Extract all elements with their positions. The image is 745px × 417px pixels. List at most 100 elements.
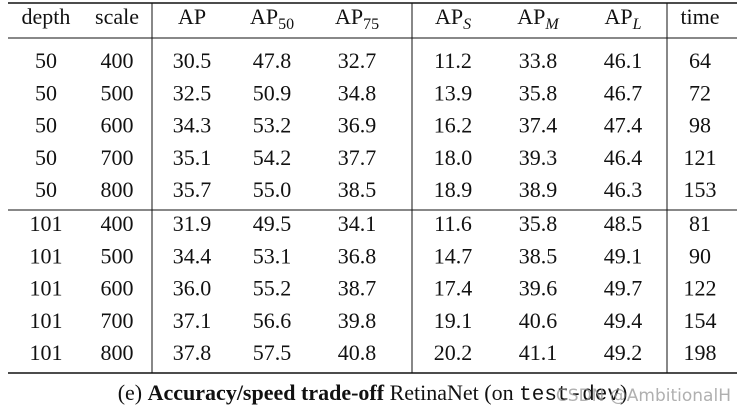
- table-cell: 11.6: [434, 211, 472, 236]
- header-sub: 75: [363, 16, 379, 33]
- header-base: AP: [335, 4, 363, 29]
- table-cell: 39.8: [338, 308, 377, 333]
- table-cell: 55.2: [253, 276, 292, 301]
- table-cell: 17.4: [434, 276, 473, 301]
- header-base: AP: [250, 4, 278, 29]
- table-cell: 500: [101, 243, 134, 268]
- table-cell: 40.8: [338, 340, 377, 365]
- table-cell: 122: [684, 276, 717, 301]
- table-cell: 198: [684, 340, 717, 365]
- table-cell: 34.4: [173, 243, 212, 268]
- caption-label: (e): [117, 380, 143, 405]
- table-cell: 800: [101, 340, 134, 365]
- header-sub: M: [544, 16, 560, 33]
- table-cell: 46.1: [604, 48, 643, 73]
- table-cell: 101: [30, 211, 63, 236]
- header-sub: S: [463, 16, 471, 33]
- table-cell: 36.0: [173, 276, 212, 301]
- caption-close: ): [619, 380, 628, 405]
- table-cell: 400: [101, 48, 134, 73]
- table-cell: 39.3: [519, 145, 558, 170]
- table-cell: 38.5: [338, 177, 377, 202]
- table-cell: 37.4: [519, 113, 558, 138]
- table-cell: 39.6: [519, 276, 558, 301]
- table-cell: 35.1: [173, 145, 212, 170]
- table-cell: 46.3: [604, 177, 643, 202]
- table-cell: 49.1: [604, 243, 643, 268]
- header-sub: 50: [278, 16, 294, 33]
- table-cell: 153: [684, 177, 717, 202]
- table-cell: 56.6: [253, 308, 292, 333]
- header-sub: L: [632, 16, 642, 33]
- table-cell: 32.5: [173, 80, 212, 105]
- table-cell: 33.8: [519, 48, 558, 73]
- table-cell: 121: [684, 145, 717, 170]
- header-cell: scale: [95, 4, 139, 29]
- table-cell: 37.8: [173, 340, 212, 365]
- table-cell: 154: [684, 308, 717, 333]
- table-cell: 49.2: [604, 340, 643, 365]
- table-cell: 98: [689, 113, 711, 138]
- header-cell: APS: [435, 4, 471, 33]
- table-cell: 700: [101, 145, 134, 170]
- table-cell: 30.5: [173, 48, 212, 73]
- table-cell: 48.5: [604, 211, 643, 236]
- table-cell: 64: [689, 48, 711, 73]
- table-cell: 34.8: [338, 80, 377, 105]
- table-cell: 600: [101, 276, 134, 301]
- table-cell: 35.7: [173, 177, 212, 202]
- table-cell: 50: [35, 80, 57, 105]
- table-cell: 37.1: [173, 308, 212, 333]
- table-cell: 81: [689, 211, 711, 236]
- table-cell: 55.0: [253, 177, 292, 202]
- header-cell: APL: [604, 4, 641, 33]
- caption: (e) Accuracy/speed trade-off RetinaNet (…: [0, 380, 745, 407]
- table-cell: 11.2: [434, 48, 472, 73]
- table-cell: 18.0: [434, 145, 473, 170]
- table-cell: 500: [101, 80, 134, 105]
- table-cell: 36.9: [338, 113, 377, 138]
- header-cell: AP75: [335, 4, 379, 33]
- table-cell: 47.8: [253, 48, 292, 73]
- table-cell: 36.8: [338, 243, 377, 268]
- watermark: CSDN @AmbitionalH: [555, 386, 731, 406]
- header-base: AP: [517, 4, 545, 29]
- caption-text: RetinaNet (on: [389, 380, 514, 405]
- table-cell: 20.2: [434, 340, 473, 365]
- table-cell: 101: [30, 276, 63, 301]
- table-cell: 40.6: [519, 308, 558, 333]
- header-cell: APM: [517, 4, 560, 33]
- table-cell: 35.8: [519, 80, 558, 105]
- table-cell: 38.7: [338, 276, 377, 301]
- table-cell: 50.9: [253, 80, 292, 105]
- table-cell: 72: [689, 80, 711, 105]
- table-cell: 800: [101, 177, 134, 202]
- header-base: AP: [435, 4, 463, 29]
- table-cell: 101: [30, 340, 63, 365]
- table-cell: 53.1: [253, 243, 292, 268]
- table-cell: 101: [30, 308, 63, 333]
- table-cell: 16.2: [434, 113, 473, 138]
- table-cell: 53.2: [253, 113, 292, 138]
- table-cell: 18.9: [434, 177, 473, 202]
- table-cell: 400: [101, 211, 134, 236]
- table-cell: 46.7: [604, 80, 643, 105]
- header-base: AP: [604, 4, 632, 29]
- table-cell: 700: [101, 308, 134, 333]
- table-cell: 54.2: [253, 145, 292, 170]
- table-cell: 38.5: [519, 243, 558, 268]
- table-cell: 101: [30, 243, 63, 268]
- table-cell: 34.3: [173, 113, 212, 138]
- header-cell: AP: [178, 4, 206, 29]
- table-cell: 31.9: [173, 211, 212, 236]
- table-cell: 37.7: [338, 145, 377, 170]
- caption-bold: Accuracy/speed trade-off: [147, 380, 385, 405]
- caption-code: test-dev: [519, 384, 620, 407]
- table-cell: 47.4: [604, 113, 643, 138]
- table-cell: 600: [101, 113, 134, 138]
- table-cell: 41.1: [519, 340, 558, 365]
- header-cell: depth: [22, 4, 71, 29]
- table-cell: 13.9: [434, 80, 473, 105]
- table-cell: 50: [35, 48, 57, 73]
